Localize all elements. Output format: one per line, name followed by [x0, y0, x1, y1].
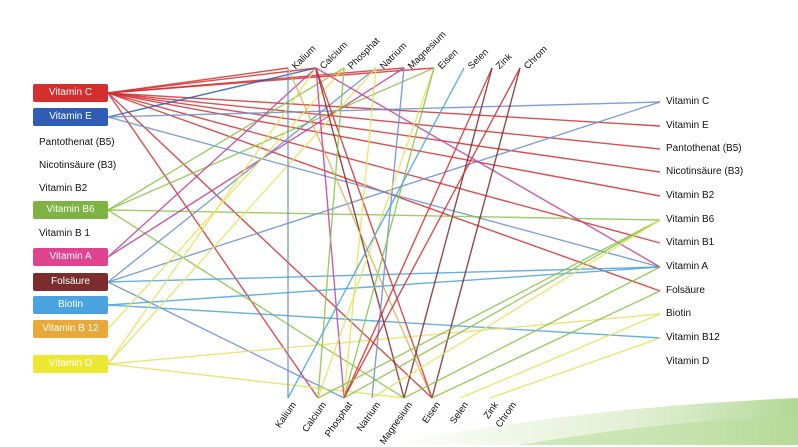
connection-line: [315, 67, 661, 268]
connection-line: [343, 219, 661, 399]
right-vitamin-label: Vitamin D: [666, 356, 710, 367]
connection-line: [107, 67, 317, 258]
connection-line: [107, 67, 317, 94]
connection-line: [107, 67, 317, 365]
right-vitamin-label: Nicotinsäure (B3): [666, 166, 744, 177]
connection-line: [343, 67, 493, 399]
connection-line: [107, 67, 345, 330]
right-vitamin-label: Vitamin B1: [666, 237, 715, 248]
connection-line: [431, 67, 521, 399]
connection-line: [107, 67, 405, 258]
connection-line: [107, 67, 317, 118]
connection-line: [107, 92, 661, 197]
connection-line: [107, 92, 661, 150]
connection-lines: [107, 67, 661, 399]
left-vitamin-label: Biotin: [33, 296, 108, 314]
right-vitamin-label: Folsäure: [666, 285, 705, 296]
connection-line: [315, 67, 345, 399]
right-vitamin-label: Vitamin B2: [666, 190, 715, 201]
connection-line: [107, 101, 661, 118]
connection-line: [343, 67, 377, 399]
connection-line: [107, 266, 661, 306]
connection-line: [403, 67, 493, 399]
connection-line: [343, 67, 521, 399]
connection-line: [489, 337, 661, 399]
left-vitamin-label: Folsäure: [33, 273, 108, 291]
right-vitamin-label: Pantothenat (B5): [666, 143, 742, 154]
left-vitamin-label: Vitamin B 12: [33, 320, 108, 338]
left-vitamin-label: Nicotinsäure (B3): [39, 160, 117, 171]
right-vitamin-label: Vitamin A: [666, 261, 709, 272]
connection-line: [107, 209, 661, 221]
connection-line: [107, 92, 319, 399]
connection-line: [107, 67, 377, 365]
left-vitamin-label: Vitamin B2: [39, 183, 88, 194]
connection-line: [107, 67, 435, 211]
right-vitamin-label: Vitamin B12: [666, 332, 720, 343]
connection-line: [107, 313, 661, 365]
connection-line: [107, 67, 435, 94]
left-vitamin-label: Vitamin D: [33, 355, 108, 373]
left-vitamin-label: Vitamin B6: [33, 201, 108, 219]
connection-line: [107, 101, 661, 283]
connection-line: [107, 67, 345, 211]
connection-line: [107, 67, 377, 283]
right-vitamin-label: Vitamin E: [666, 120, 709, 131]
left-vitamin-label: Vitamin C: [33, 84, 108, 102]
connection-line: [431, 290, 661, 399]
connection-line: [107, 92, 661, 244]
connection-line: [317, 67, 345, 399]
right-vitamin-label: Vitamin C: [666, 96, 710, 107]
left-vitamin-label: Pantothenat (B5): [39, 137, 115, 148]
connection-line: [315, 67, 433, 399]
connection-line: [107, 92, 433, 399]
right-vitamin-label: Vitamin B6: [666, 214, 715, 225]
connection-line: [403, 266, 661, 399]
left-vitamin-label: Vitamin A: [33, 248, 108, 266]
left-vitamin-label: Vitamin B 1: [39, 228, 90, 239]
left-vitamin-label: Vitamin E: [33, 108, 108, 126]
connection-line: [107, 281, 345, 399]
connection-line: [459, 313, 661, 399]
connection-line: [343, 67, 435, 399]
connection-line: [317, 219, 661, 399]
connection-line: [371, 219, 661, 399]
right-vitamin-label: Biotin: [666, 308, 692, 319]
connection-line: [371, 67, 405, 399]
connection-line: [107, 209, 405, 399]
connection-line: [287, 67, 465, 399]
connection-line: [107, 92, 661, 173]
